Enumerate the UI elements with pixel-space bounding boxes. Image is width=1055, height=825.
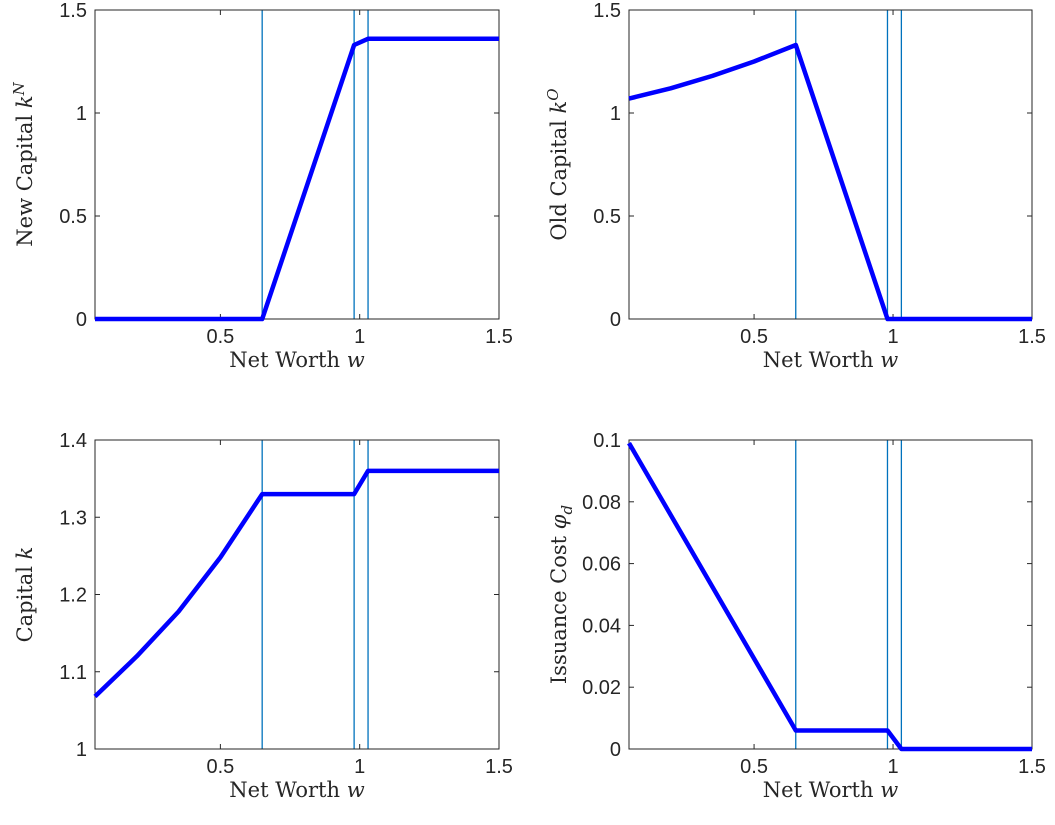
plot-area (94, 9, 500, 320)
x-axis-label: Net Worth w (763, 348, 898, 372)
x-axis-label-text: Net Worth (763, 348, 874, 372)
x-tick-label: 1.5 (485, 756, 513, 778)
y-tick-label: 1 (76, 739, 87, 761)
x-axis-label: Net Worth w (229, 778, 364, 802)
x-axis-label-text: Net Worth (763, 778, 874, 802)
y-axis-label-variable: k (13, 547, 37, 560)
x-tick-label: 1.5 (485, 326, 513, 348)
series-line (95, 36, 499, 322)
y-tick-label: 1.1 (59, 662, 87, 684)
y-tick-label: 1.3 (59, 507, 87, 529)
y-tick-label: 0.1 (593, 430, 621, 452)
plot-area (94, 439, 500, 750)
series-line (627, 441, 1032, 752)
x-tick-label: 0.5 (206, 326, 234, 348)
chart-bottom-right: 0.5 1 1.5 0 0.02 0.04 0.06 0.08 0.1 Net Worth w Is… (547, 430, 1046, 802)
y-axis-label-text: Old Capital (547, 120, 571, 241)
y-axis-label-variable: k (13, 95, 37, 108)
y-tick-label: 0.08 (582, 492, 621, 514)
y-tick-label: 0 (610, 739, 621, 761)
y-tick-label: 0.06 (582, 554, 621, 576)
y-axis-label-text: New Capital (13, 115, 37, 247)
x-tick-label: 0.5 (206, 756, 234, 778)
y-axis-label: Old Capital kO (544, 88, 571, 240)
x-tick-label: 1 (354, 326, 365, 348)
y-axis-label-text: Issuance Cost (547, 535, 571, 684)
x-tick-label: 1.5 (1018, 326, 1046, 348)
y-axis-label-text: Capital (13, 566, 37, 643)
y-tick-label: 0.02 (582, 677, 621, 699)
y-tick-label: 1 (610, 103, 621, 125)
y-axis-label: Capital k (13, 547, 37, 643)
y-tick-label: 0.5 (593, 206, 621, 228)
y-axis-label-variable: φ (547, 514, 571, 529)
y-tick-label: 1.2 (59, 585, 87, 607)
x-axis-label-variable: w (347, 348, 365, 372)
y-axis-label-variable: k (547, 101, 571, 114)
chart-bottom-left: 0.5 1 1.5 1 1.1 1.2 1.3 1.4 Net Worth w Capital k (13, 430, 513, 802)
x-axis-label: Net Worth w (229, 348, 364, 372)
y-tick-label: 1 (76, 103, 87, 125)
plot-area (628, 439, 1033, 750)
y-tick-label: 0.5 (59, 206, 87, 228)
x-axis-label-variable: w (880, 348, 898, 372)
y-tick-label: 1.4 (59, 430, 87, 452)
x-axis-label-text: Net Worth (229, 778, 340, 802)
y-axis-label: New Capital kN (10, 81, 37, 246)
y-axis-label-superscript: N (10, 81, 28, 96)
x-tick-label: 0.5 (740, 326, 768, 348)
x-tick-label: 1 (887, 326, 898, 348)
plot-area (628, 9, 1033, 320)
chart-top-left: 0.5 1 1.5 0 0.5 1 1.5 Net Worth w New Capital kN (10, 0, 513, 372)
y-axis-label-superscript: O (544, 88, 562, 100)
chart-top-right: 0.5 1 1.5 0 0.5 1 1.5 Net Worth w Old Capital kO (544, 0, 1046, 372)
x-axis-label-text: Net Worth (229, 348, 340, 372)
y-axis-label: Issuance Cost φd (547, 505, 576, 684)
y-tick-label: 0.04 (582, 615, 621, 637)
y-tick-label: 1.5 (593, 0, 621, 22)
x-axis-label: Net Worth w (763, 778, 898, 802)
x-axis-label-variable: w (880, 778, 898, 802)
x-tick-label: 1 (887, 756, 898, 778)
x-tick-label: 1.5 (1018, 756, 1046, 778)
series-line (628, 42, 1032, 322)
y-axis-label-subscript: d (558, 505, 576, 515)
y-tick-label: 0 (610, 309, 621, 331)
series-line (93, 468, 499, 699)
y-tick-label: 0 (76, 309, 87, 331)
x-tick-label: 1 (354, 756, 365, 778)
x-tick-label: 0.5 (740, 756, 768, 778)
y-tick-label: 1.5 (59, 0, 87, 22)
x-axis-label-variable: w (347, 778, 365, 802)
